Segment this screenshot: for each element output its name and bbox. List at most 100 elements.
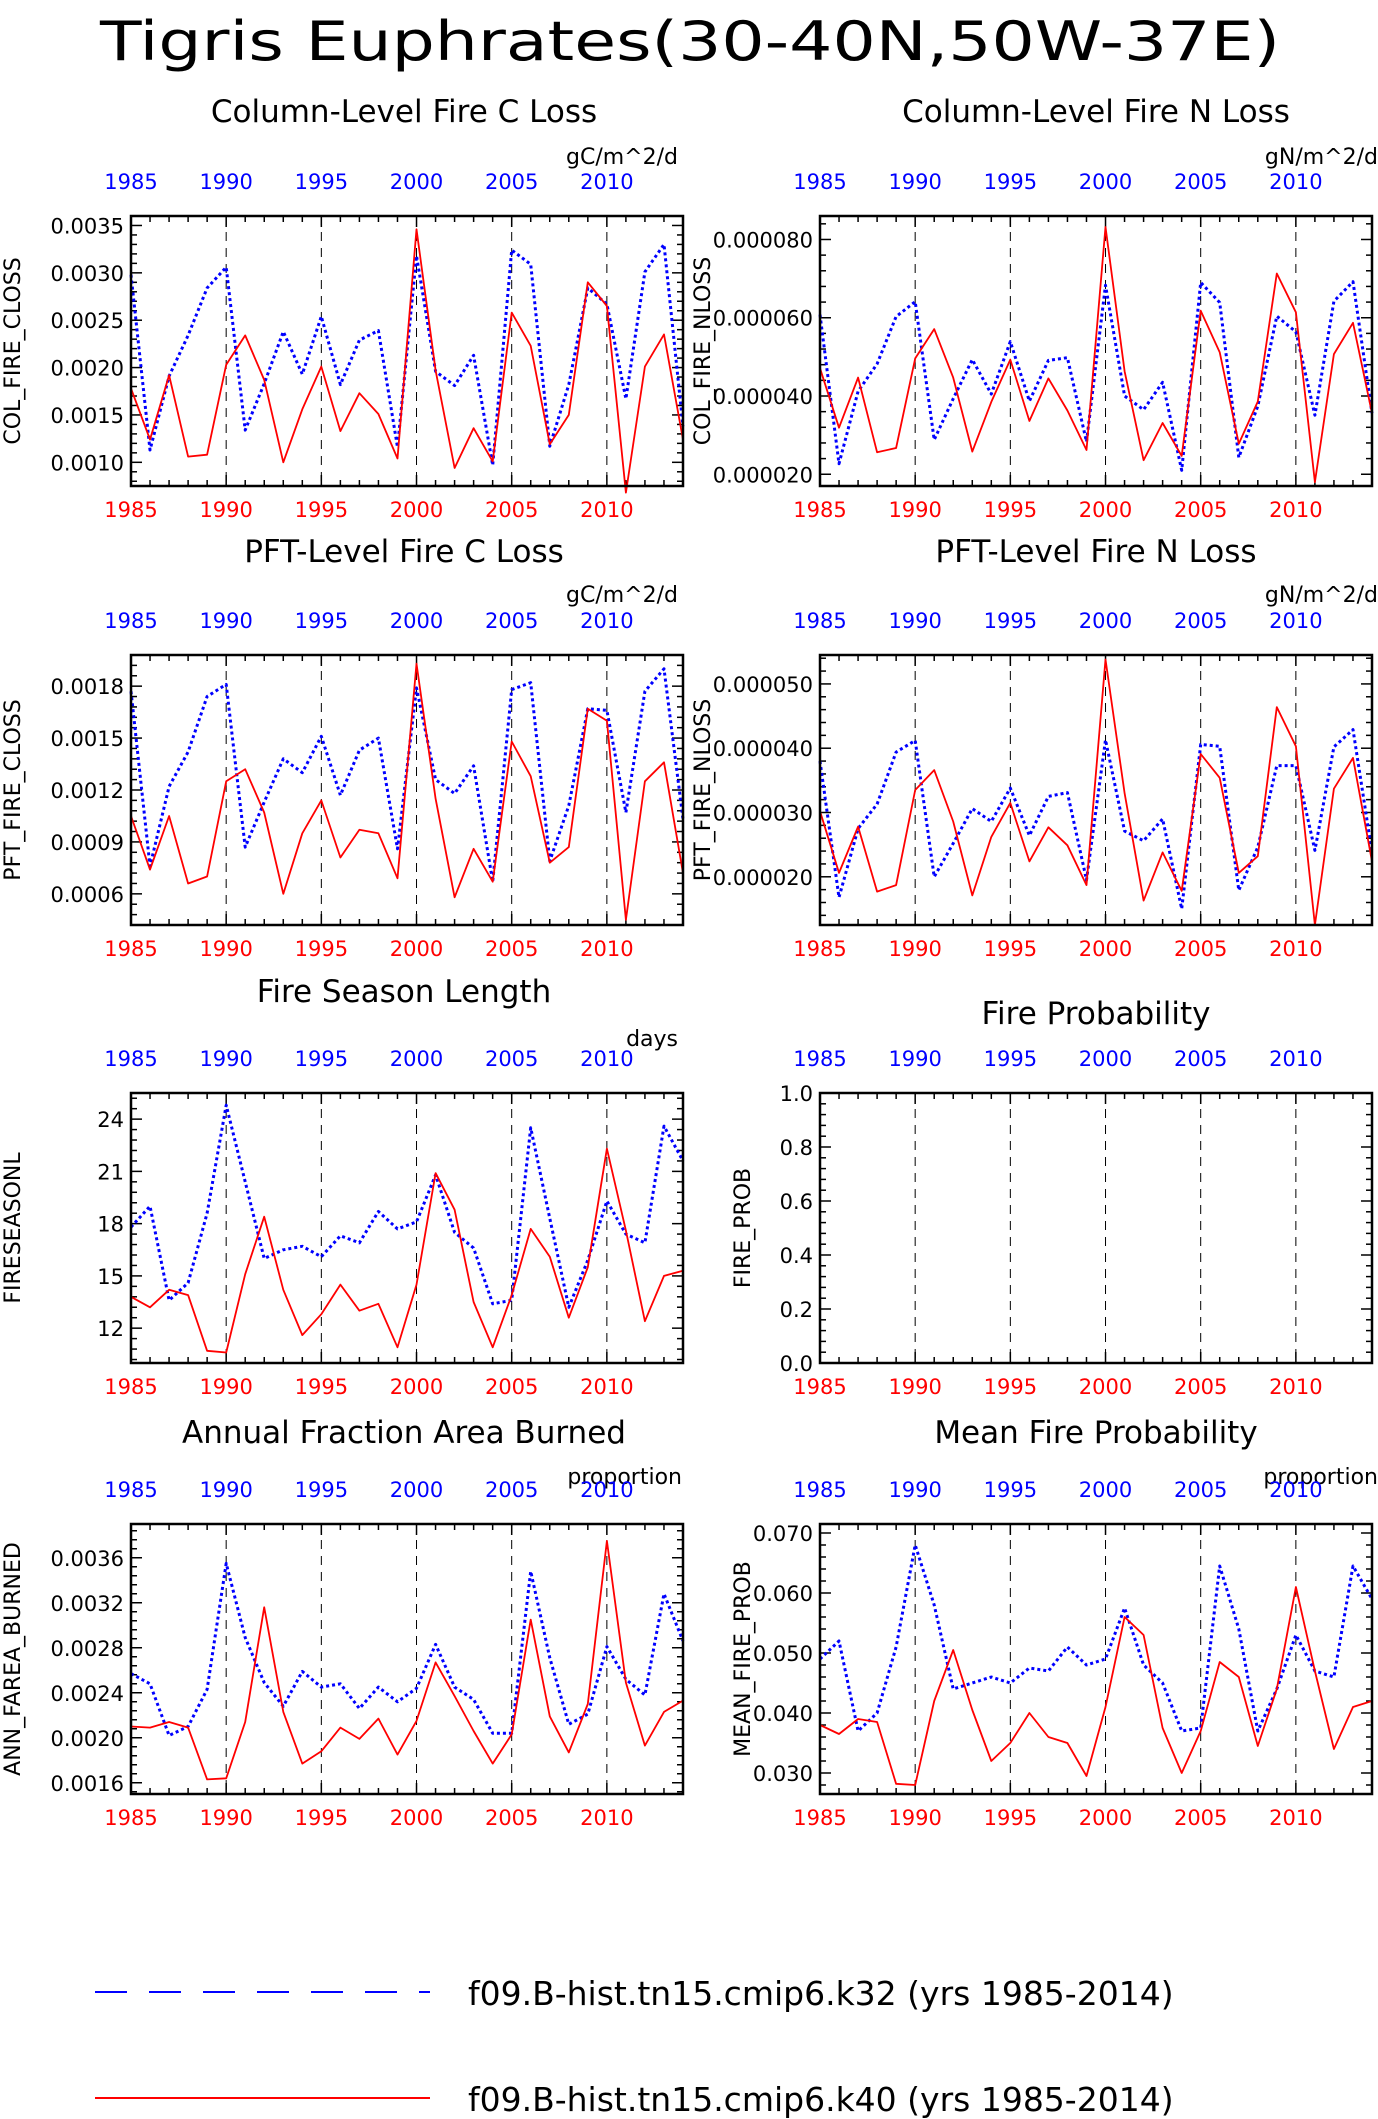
x-tick-label-bottom: 1995 xyxy=(984,1375,1037,1399)
x-tick-label-top: 2000 xyxy=(390,609,443,633)
x-tick-label-top: 1985 xyxy=(793,609,846,633)
x-tick-label-bottom: 2010 xyxy=(1269,498,1322,522)
x-tick-label-bottom: 1995 xyxy=(295,937,348,961)
y-tick-label: 0.000050 xyxy=(713,673,813,697)
x-tick-label-bottom: 2005 xyxy=(1174,937,1227,961)
plot-frame xyxy=(818,653,1374,927)
x-tick-label-top: 2005 xyxy=(485,609,538,633)
x-tick-label-top: 2010 xyxy=(580,1047,633,1071)
y-tick-label: 0.0018 xyxy=(51,675,124,699)
panel-title: PFT-Level Fire N Loss xyxy=(935,534,1256,570)
x-tick-label-top: 2010 xyxy=(1269,609,1322,633)
series-line-k40 xyxy=(819,1586,1373,1786)
x-tick-label-bottom: 1990 xyxy=(199,1806,252,1830)
y-tick-label: 0.0012 xyxy=(51,779,124,803)
y-tick-label: 0.0028 xyxy=(51,1637,124,1661)
y-tick-label: 0.000080 xyxy=(713,228,813,252)
panel-units: days xyxy=(626,1027,678,1052)
y-tick-label: 0.000020 xyxy=(713,866,813,890)
series-line-k32 xyxy=(130,1561,685,1737)
x-tick-label-bottom: 1985 xyxy=(793,1806,846,1830)
x-tick-label-bottom: 2000 xyxy=(1079,1806,1132,1830)
x-tick-label-top: 1995 xyxy=(984,609,1037,633)
x-tick-label-bottom: 2000 xyxy=(390,1375,443,1399)
x-tick-label-bottom: 2010 xyxy=(580,498,633,522)
x-tick-label-top: 1990 xyxy=(199,609,252,633)
y-tick-label: 0.8 xyxy=(780,1136,813,1160)
x-tick-label-bottom: 1995 xyxy=(295,498,348,522)
x-tick-label-top: 2005 xyxy=(485,1047,538,1071)
y-tick-label: 0.000030 xyxy=(713,802,813,826)
x-tick-label-top: 2000 xyxy=(1079,1047,1132,1071)
x-tick-label-bottom: 1995 xyxy=(984,1806,1037,1830)
plot-frame xyxy=(818,1522,1374,1796)
y-tick-label: 15 xyxy=(97,1265,124,1289)
x-tick-label-top: 1995 xyxy=(295,1478,348,1502)
panel-title: Annual Fraction Area Burned xyxy=(182,1415,626,1451)
x-tick-label-top: 1985 xyxy=(793,1047,846,1071)
y-tick-label: 0.4 xyxy=(780,1244,813,1268)
x-tick-label-bottom: 1995 xyxy=(984,937,1037,961)
x-tick-label-top: 2010 xyxy=(1269,1047,1322,1071)
x-tick-label-top: 2005 xyxy=(1174,170,1227,194)
x-tick-label-bottom: 1985 xyxy=(793,1375,846,1399)
y-tick-label: 1.0 xyxy=(780,1082,813,1106)
panel-units: gC/m^2/d xyxy=(566,145,678,170)
x-tick-label-bottom: 1985 xyxy=(104,937,157,961)
series-line-k32 xyxy=(818,728,1374,911)
y-tick-label: 0.040 xyxy=(753,1702,813,1726)
series-line-k32 xyxy=(129,1103,685,1309)
panel-4: Fire Season Length days FIRESEASONL 1985 198… xyxy=(1,974,685,1399)
y-tick-label: 18 xyxy=(97,1213,124,1237)
x-tick-label-bottom: 2000 xyxy=(390,937,443,961)
x-tick-label-top: 2000 xyxy=(390,1047,443,1071)
y-tick-label: 0.0032 xyxy=(51,1592,124,1616)
x-tick-label-top: 2005 xyxy=(1174,1478,1227,1502)
panels: Column-Level Fire C Loss gC/m^2/d COL_FIRE… xyxy=(1,94,1378,1830)
panel-1: Column-Level Fire N Loss gN/m^2/d COL_FIRE… xyxy=(691,94,1378,522)
x-tick-label-top: 2010 xyxy=(1269,170,1322,194)
x-tick-label-top: 2010 xyxy=(580,170,633,194)
x-tick-label-top: 2000 xyxy=(1079,170,1132,194)
x-tick-label-bottom: 2005 xyxy=(485,1375,538,1399)
x-tick-label-bottom: 2000 xyxy=(1079,1375,1132,1399)
x-tick-label-top: 1995 xyxy=(295,1047,348,1071)
x-tick-label-top: 2010 xyxy=(580,1478,633,1502)
x-tick-label-bottom: 1995 xyxy=(295,1806,348,1830)
y-tick-label: 0.030 xyxy=(753,1762,813,1786)
x-tick-label-bottom: 1985 xyxy=(793,937,846,961)
x-tick-label-bottom: 2000 xyxy=(390,498,443,522)
panel-title: PFT-Level Fire C Loss xyxy=(244,534,564,570)
y-axis-label: COL_FIRE_NLOSS xyxy=(691,257,716,445)
y-tick-label: 21 xyxy=(97,1160,124,1184)
y-axis-label: FIRE_PROB xyxy=(731,1168,756,1288)
panel-6: Annual Fraction Area Burned proportion ANN… xyxy=(1,1415,685,1830)
plot-frame xyxy=(129,1091,685,1365)
x-tick-label-top: 1985 xyxy=(104,1478,157,1502)
x-tick-label-bottom: 2000 xyxy=(390,1806,443,1830)
x-tick-label-bottom: 2005 xyxy=(485,1806,538,1830)
panel-units: gN/m^2/d xyxy=(1265,145,1378,170)
y-axis-label: MEAN_FIRE_PROB xyxy=(731,1561,756,1757)
x-tick-label-top: 2000 xyxy=(390,1478,443,1502)
x-tick-label-top: 1990 xyxy=(199,1047,252,1071)
x-tick-label-bottom: 1990 xyxy=(888,1375,941,1399)
x-tick-label-top: 2005 xyxy=(1174,609,1227,633)
panel-title: Mean Fire Probability xyxy=(934,1415,1257,1451)
x-tick-label-top: 2000 xyxy=(1079,609,1132,633)
panel-title: Fire Probability xyxy=(981,996,1210,1032)
x-tick-label-top: 1995 xyxy=(295,609,348,633)
x-tick-label-bottom: 2005 xyxy=(485,937,538,961)
panel-5: Fire Probability FIRE_PROB 1985 1985 1990 199… xyxy=(731,996,1374,1399)
plot-frame xyxy=(129,653,685,927)
x-tick-label-bottom: 1985 xyxy=(104,498,157,522)
x-tick-label-top: 1985 xyxy=(793,1478,846,1502)
y-tick-label: 0.0015 xyxy=(51,404,124,428)
y-tick-label: 0.000020 xyxy=(713,463,813,487)
series-line-k40 xyxy=(819,658,1373,926)
panel-units: proportion xyxy=(567,1465,682,1490)
panel-title: Column-Level Fire C Loss xyxy=(211,94,597,130)
y-axis-label: PFT_FIRE_CLOSS xyxy=(1,699,26,880)
x-tick-label-top: 1985 xyxy=(104,609,157,633)
